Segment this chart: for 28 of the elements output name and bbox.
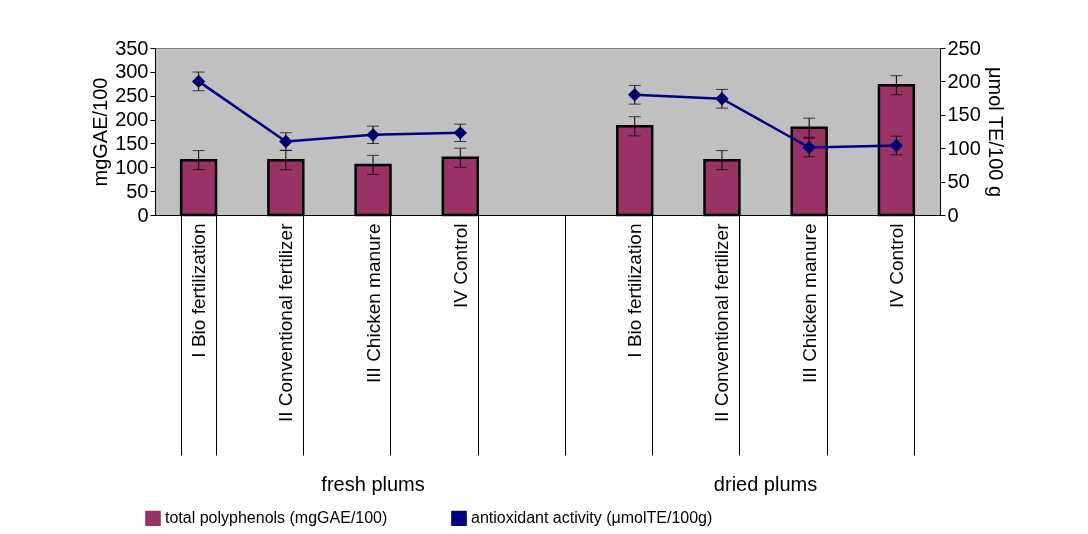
text: dried plums: [712, 473, 819, 496]
y-tick-label: 200: [115, 108, 149, 131]
x-tick-label: III Chicken manure: [798, 223, 820, 383]
y-tick-label: 250: [115, 84, 149, 107]
x-tick-label: IV Control: [885, 223, 907, 308]
x-tick-label: IV Control: [449, 223, 471, 308]
y-axis-title: mgGAE/100: [89, 77, 112, 187]
y2-tick-label: 50: [947, 170, 970, 193]
y2-axis-title: μmol TE/100 g: [984, 66, 1007, 198]
y2-tick-label: 150: [947, 103, 981, 126]
x-tick-label: I Bio fertilization: [624, 223, 646, 358]
x-tick-label: II Conventional fertilizer: [711, 222, 733, 423]
text: fresh plums: [320, 473, 426, 496]
legend-label: total polyphenols (mgGAE/100): [165, 509, 388, 527]
y-tick-label: 150: [115, 131, 149, 154]
y-tick-label: 300: [115, 60, 149, 83]
legend-label: antioxidant activity (μmolTE/100g): [471, 509, 713, 527]
x-tick-label: I Bio fertilization: [188, 223, 210, 358]
y-tick-label: 350: [115, 36, 149, 59]
y2-tick-label: 0: [947, 203, 959, 226]
y2-tick-label: 100: [947, 136, 981, 159]
y2-tick-label: 200: [947, 69, 981, 92]
y-tick-label: 100: [115, 155, 149, 178]
x-tick-label: II Conventional fertilizer: [275, 222, 297, 423]
y2-tick-label: 250: [947, 36, 981, 59]
y-tick-label: 0: [137, 203, 149, 226]
x-tick-label: III Chicken manure: [362, 223, 384, 383]
y-tick-label: 50: [126, 179, 149, 202]
